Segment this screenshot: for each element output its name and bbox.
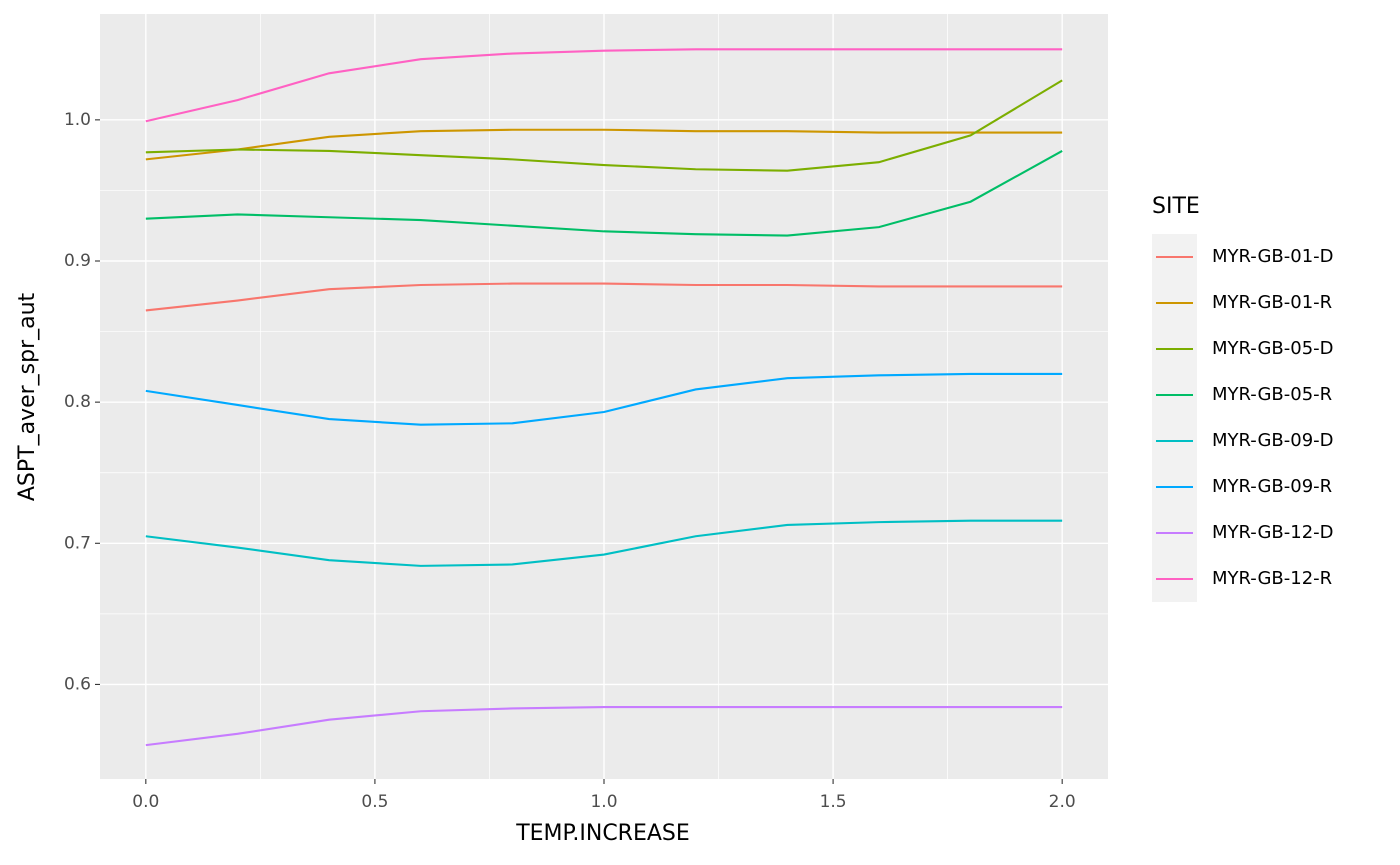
legend-label: MYR-GB-01-D (1212, 246, 1334, 267)
x-axis-title: TEMP.INCREASE (515, 821, 690, 846)
x-tick-label: 0.5 (361, 792, 388, 812)
x-tick-label: 2.0 (1049, 792, 1076, 812)
legend-label: MYR-GB-09-D (1212, 430, 1334, 451)
y-tick-label: 1.0 (64, 110, 91, 130)
series-line (145, 149, 1063, 237)
series-line (145, 705, 1063, 747)
x-tick-label: 1.0 (590, 792, 617, 812)
y-tick-label: 0.6 (64, 674, 91, 694)
series-line (145, 48, 1063, 123)
x-tick-label: 1.5 (820, 792, 847, 812)
legend-label: MYR-GB-12-D (1212, 522, 1334, 543)
legend-label: MYR-GB-05-R (1212, 384, 1332, 405)
y-axis-title: ASPT_aver_spr_aut (15, 292, 40, 501)
y-tick-label: 0.9 (64, 251, 91, 271)
legend-key-background (1152, 234, 1197, 602)
legend-label: MYR-GB-05-D (1212, 338, 1334, 359)
series-line (145, 372, 1063, 426)
legend-label: MYR-GB-01-R (1212, 292, 1332, 313)
x-tick-label: 0.0 (132, 792, 159, 812)
legend-label: MYR-GB-09-R (1212, 476, 1332, 497)
y-tick-label: 0.8 (64, 392, 91, 412)
series-line (145, 79, 1063, 172)
legend-label: MYR-GB-12-R (1212, 568, 1332, 589)
series-line (145, 519, 1063, 567)
series-line (145, 282, 1063, 312)
legend-title: SITE (1152, 194, 1200, 219)
y-tick-label: 0.7 (64, 533, 91, 553)
series-line (145, 128, 1063, 161)
